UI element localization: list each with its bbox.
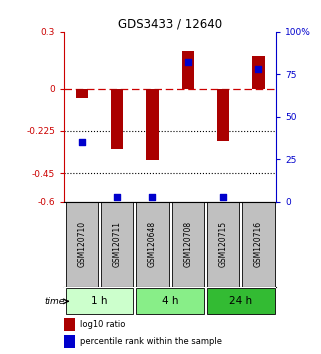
Bar (207, 288, 275, 314)
Text: log10 ratio: log10 ratio (80, 320, 126, 330)
Text: 1 h: 1 h (91, 296, 108, 306)
Title: GDS3433 / 12640: GDS3433 / 12640 (118, 18, 222, 31)
Text: GSM120716: GSM120716 (254, 221, 263, 267)
Bar (136, 288, 204, 314)
Point (115, 194, 120, 200)
Bar (242, 202, 275, 287)
Text: 4 h: 4 h (162, 296, 178, 306)
Text: 24 h: 24 h (229, 296, 252, 306)
Text: GSM120710: GSM120710 (77, 221, 86, 267)
Bar (136, 202, 169, 287)
Text: GSM120648: GSM120648 (148, 221, 157, 267)
Bar (65, 202, 98, 287)
Point (150, 194, 155, 200)
Bar (252, 56, 265, 88)
Text: percentile rank within the sample: percentile rank within the sample (80, 337, 222, 346)
Bar (65, 288, 134, 314)
Bar (64, 318, 75, 331)
Bar (101, 202, 134, 287)
Point (185, 59, 190, 65)
Bar (111, 88, 123, 149)
Point (256, 67, 261, 72)
Text: time: time (45, 297, 65, 306)
Bar (182, 51, 194, 88)
Bar (146, 88, 159, 160)
Text: GSM120711: GSM120711 (113, 221, 122, 267)
Bar (76, 88, 88, 98)
Point (79, 139, 84, 145)
Bar (217, 88, 229, 141)
Bar (207, 202, 239, 287)
Bar (64, 335, 75, 348)
Text: GSM120708: GSM120708 (183, 221, 192, 267)
Bar (171, 202, 204, 287)
Text: GSM120715: GSM120715 (219, 221, 228, 267)
Point (221, 194, 226, 200)
